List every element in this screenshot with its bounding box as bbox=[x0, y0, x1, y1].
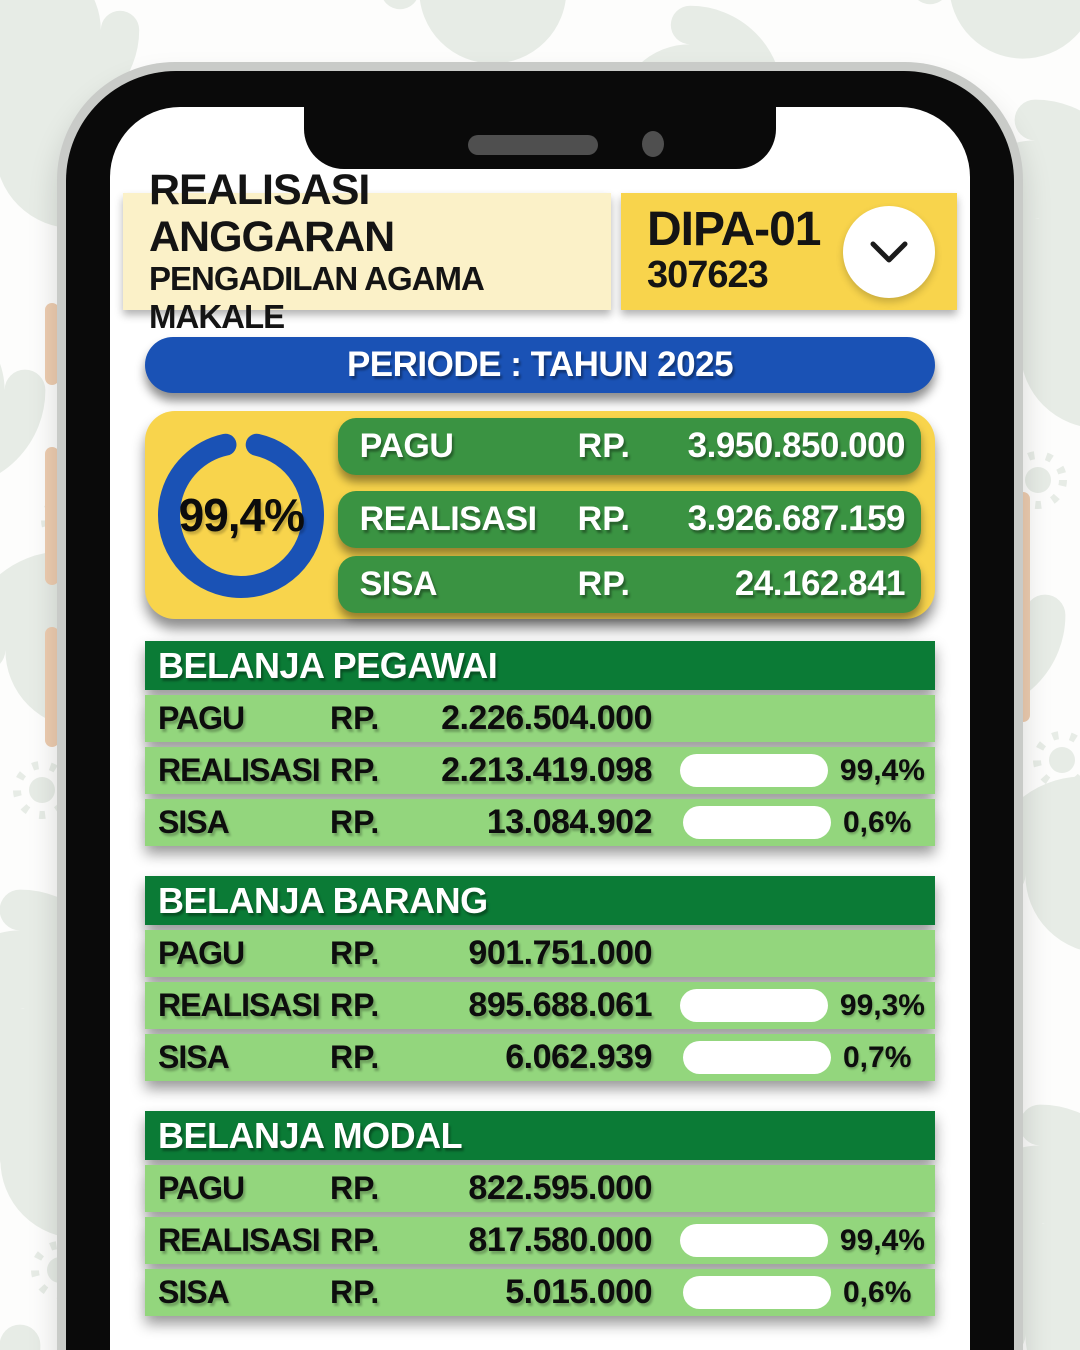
currency-label: RP. bbox=[330, 1170, 380, 1206]
currency-label: RP. bbox=[330, 987, 380, 1023]
page-title: REALISASI ANGGARAN bbox=[149, 166, 395, 261]
currency-label: RP. bbox=[330, 700, 380, 736]
donut-ring-svg bbox=[158, 432, 325, 598]
chevron-down-icon bbox=[870, 241, 908, 262]
donut-percent-label: 99,4% bbox=[178, 489, 305, 541]
table-row: PAGU RP. 822.595.000 bbox=[145, 1165, 935, 1212]
summary-card: 99,4% PAGU RP. 3.950.850.000 REALISASI R… bbox=[145, 411, 935, 619]
row-label: SISA bbox=[359, 564, 438, 603]
table-row: REALISASI RP. 895.688.061 99,3% bbox=[145, 982, 935, 1029]
row-label: SISA bbox=[158, 1274, 230, 1310]
row-value: 822.595.000 bbox=[468, 1169, 652, 1207]
progress-bar bbox=[683, 806, 831, 839]
table-row: SISA RP. 5.015.000 0,6% bbox=[145, 1269, 935, 1316]
currency-label: RP. bbox=[330, 1039, 380, 1075]
currency-label: RP. bbox=[330, 804, 380, 840]
progress-bar bbox=[679, 989, 828, 1022]
section-belanja-barang: BELANJA BARANG PAGU RP. 901.751.000 REAL… bbox=[145, 876, 935, 1081]
row-value: 2.213.419.098 bbox=[441, 751, 652, 789]
row-value: 5.015.000 bbox=[505, 1273, 652, 1311]
section-title: BELANJA PEGAWAI bbox=[145, 641, 935, 690]
phone-frame: REALISASI ANGGARAN PENGADILAN AGAMA MAKA… bbox=[57, 62, 1023, 1350]
volume-up-button bbox=[45, 447, 59, 585]
row-value: 3.926.687.159 bbox=[687, 499, 906, 538]
section-belanja-pegawai: BELANJA PEGAWAI PAGU RP. 2.226.504.000 R… bbox=[145, 641, 935, 846]
progress-bar bbox=[683, 1041, 831, 1074]
row-label: PAGU bbox=[359, 426, 454, 465]
currency-label: RP. bbox=[330, 1222, 380, 1258]
row-label: REALISASI bbox=[359, 499, 537, 538]
summary-row-pagu: PAGU RP. 3.950.850.000 bbox=[337, 417, 921, 475]
table-row: SISA RP. 13.084.902 0,6% bbox=[145, 799, 935, 846]
section-title: BELANJA MODAL bbox=[145, 1111, 935, 1160]
progress-bar bbox=[679, 754, 828, 787]
percent-label: 99,4% bbox=[839, 753, 925, 787]
table-row: REALISASI RP. 817.580.000 99,4% bbox=[145, 1217, 935, 1264]
row-value: 13.084.902 bbox=[486, 803, 653, 841]
row-label: PAGU bbox=[158, 1170, 245, 1206]
row-value: 6.062.939 bbox=[505, 1038, 652, 1076]
mute-switch bbox=[45, 303, 59, 385]
volume-down-button bbox=[45, 627, 59, 747]
dipa-dropdown-button[interactable] bbox=[843, 205, 935, 298]
currency-label: RP. bbox=[330, 935, 380, 971]
currency-label: RP. bbox=[577, 564, 630, 603]
table-row: SISA RP. 6.062.939 0,7% bbox=[145, 1034, 935, 1081]
percent-label: 0,7% bbox=[843, 1040, 912, 1074]
row-label: REALISASI bbox=[158, 1222, 321, 1258]
phone-notch bbox=[304, 107, 776, 169]
row-label: SISA bbox=[158, 804, 230, 840]
row-value: 3.950.850.000 bbox=[687, 426, 906, 465]
row-value: 24.162.841 bbox=[734, 564, 906, 603]
currency-label: RP. bbox=[577, 499, 630, 538]
dipa-code: DIPA-01 bbox=[647, 203, 822, 257]
percent-label: 99,4% bbox=[839, 1223, 925, 1257]
progress-bar bbox=[683, 1276, 831, 1309]
summary-row-realisasi: REALISASI RP. 3.926.687.159 bbox=[337, 490, 921, 548]
page-subtitle: PENGADILAN AGAMA MAKALE bbox=[149, 260, 484, 335]
percent-label: 0,6% bbox=[843, 805, 912, 839]
period-banner: PERIODE : TAHUN 2025 bbox=[145, 337, 935, 393]
header: REALISASI ANGGARAN PENGADILAN AGAMA MAKA… bbox=[123, 167, 957, 335]
section-title: BELANJA BARANG bbox=[145, 876, 935, 925]
table-row: PAGU RP. 2.226.504.000 bbox=[145, 695, 935, 742]
donut-chart: 99,4% bbox=[145, 420, 338, 610]
currency-label: RP. bbox=[577, 426, 630, 465]
table-row: REALISASI RP. 2.213.419.098 99,4% bbox=[145, 747, 935, 794]
phone-bezel: REALISASI ANGGARAN PENGADILAN AGAMA MAKA… bbox=[66, 71, 1014, 1350]
camera-icon bbox=[642, 131, 664, 157]
row-value: 2.226.504.000 bbox=[441, 699, 652, 737]
dipa-panel: DIPA-01 307623 bbox=[621, 193, 957, 310]
row-label: REALISASI bbox=[158, 987, 321, 1023]
percent-label: 0,6% bbox=[843, 1275, 912, 1309]
speaker-icon bbox=[468, 135, 598, 155]
phone-screen: REALISASI ANGGARAN PENGADILAN AGAMA MAKA… bbox=[110, 107, 970, 1350]
row-label: SISA bbox=[158, 1039, 230, 1075]
currency-label: RP. bbox=[330, 1274, 380, 1310]
section-belanja-modal: BELANJA MODAL PAGU RP. 822.595.000 REALI… bbox=[145, 1111, 935, 1316]
app-content: REALISASI ANGGARAN PENGADILAN AGAMA MAKA… bbox=[123, 167, 957, 1316]
currency-label: RP. bbox=[330, 752, 380, 788]
summary-row-sisa: SISA RP. 24.162.841 bbox=[337, 555, 921, 613]
percent-label: 99,3% bbox=[839, 988, 925, 1022]
row-label: PAGU bbox=[158, 700, 245, 736]
table-row: PAGU RP. 901.751.000 bbox=[145, 930, 935, 977]
dipa-number: 307623 bbox=[647, 254, 769, 297]
row-label: REALISASI bbox=[158, 752, 321, 788]
summary-pill-list: PAGU RP. 3.950.850.000 REALISASI RP. 3.9… bbox=[337, 403, 935, 628]
row-value: 901.751.000 bbox=[468, 934, 652, 972]
progress-bar bbox=[679, 1224, 828, 1257]
row-value: 817.580.000 bbox=[468, 1221, 652, 1259]
row-value: 895.688.061 bbox=[468, 986, 652, 1024]
header-title-panel: REALISASI ANGGARAN PENGADILAN AGAMA MAKA… bbox=[123, 167, 611, 335]
donut-ring bbox=[158, 432, 325, 598]
row-label: PAGU bbox=[158, 935, 245, 971]
